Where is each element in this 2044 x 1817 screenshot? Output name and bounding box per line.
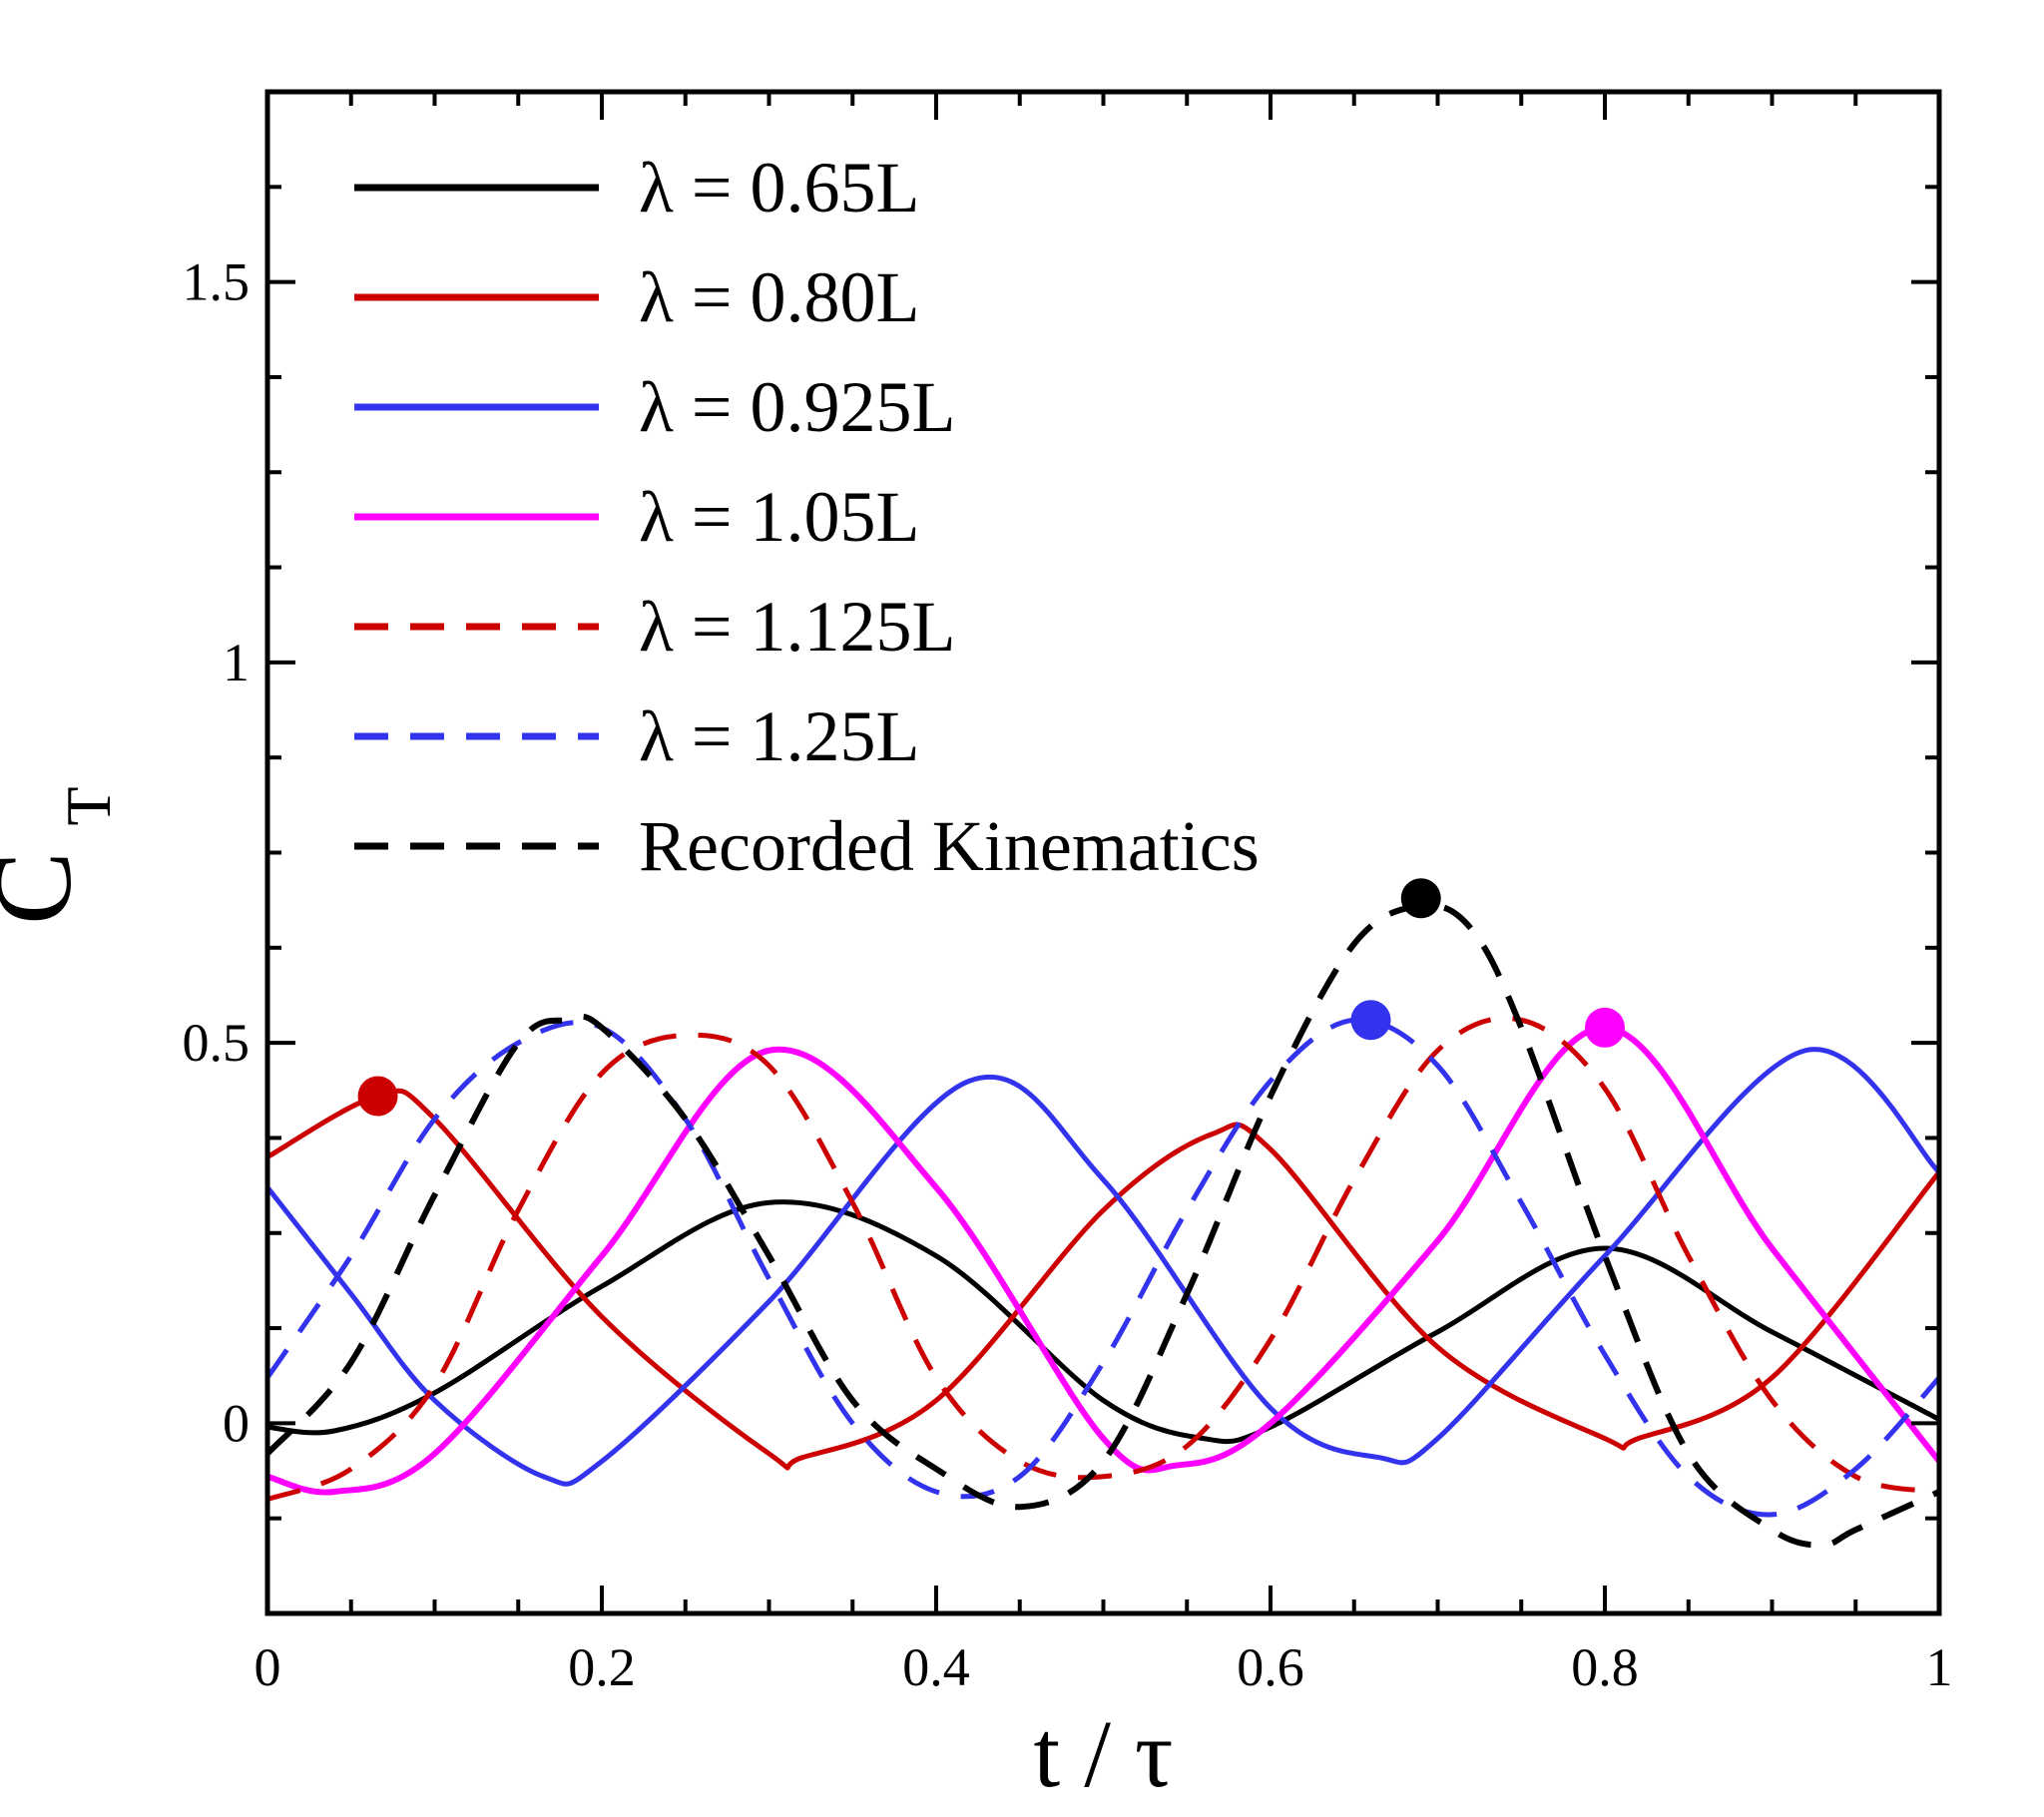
peak-marker-4	[1585, 1007, 1625, 1048]
x-axis-label: t / τ	[1034, 1700, 1174, 1807]
legend-label-1: λ = 0.65L	[639, 148, 920, 227]
y-axis-label: C T	[0, 786, 124, 924]
x-tick-label-3: 0.6	[1237, 1637, 1304, 1697]
legend-label-4: λ = 1.05L	[639, 477, 920, 557]
y-axis-label-main: C	[0, 851, 94, 924]
legend-label-6: λ = 1.25L	[639, 696, 920, 776]
peak-marker-3	[1400, 878, 1441, 919]
tick-labels-layer: 0 0.2 0.4 0.6 0.8 1 0 0.5 1 1.5	[183, 252, 1953, 1697]
x-tick-label-0: 0	[255, 1637, 281, 1697]
marker-layer	[357, 878, 1625, 1117]
y-tick-label-0: 0	[223, 1393, 250, 1453]
peak-marker-2	[1350, 1000, 1391, 1041]
series-line-4	[267, 1024, 1939, 1496]
peak-marker-1	[357, 1076, 398, 1117]
plot-frame	[264, 89, 1942, 1616]
legend-label-2: λ = 0.80L	[639, 257, 920, 337]
y-axis-label-subscript: T	[53, 786, 124, 825]
y-tick-label-1: 0.5	[183, 1013, 251, 1073]
y-tick-label-2: 1	[223, 633, 250, 692]
series-line-5	[267, 1015, 1939, 1502]
legend-label-5: λ = 1.125L	[639, 587, 956, 667]
x-tick-label-2: 0.4	[902, 1637, 970, 1697]
x-tick-label-4: 0.8	[1571, 1637, 1639, 1697]
series-line-7	[267, 902, 1939, 1549]
series-line-6	[267, 1017, 1939, 1518]
series-layer	[267, 902, 1939, 1549]
x-tick-label-1: 0.2	[568, 1637, 636, 1697]
legend-label-7: Recorded Kinematics	[639, 806, 1260, 886]
legend: λ = 0.65L λ = 0.80L λ = 0.925L λ = 1.05L λ =…	[354, 148, 1260, 886]
y-tick-label-3: 1.5	[183, 252, 251, 312]
x-tick-label-5: 1	[1926, 1637, 1953, 1697]
series-line-1	[267, 1199, 1939, 1445]
series-line-3	[267, 1047, 1939, 1487]
legend-label-3: λ = 0.925L	[639, 367, 956, 447]
